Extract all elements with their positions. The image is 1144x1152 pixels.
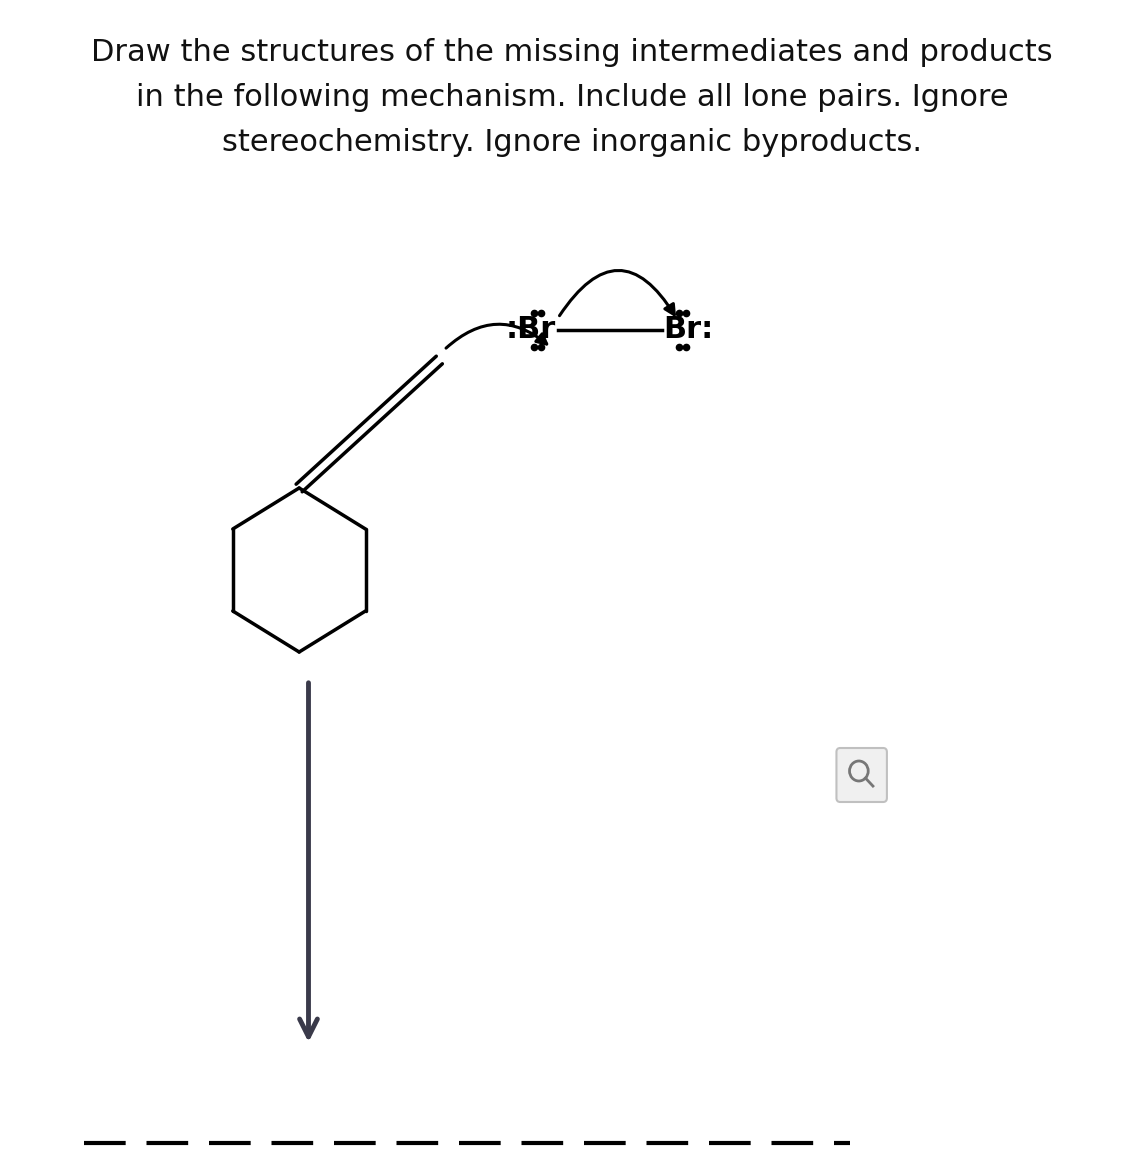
FancyArrowPatch shape bbox=[559, 271, 674, 316]
Text: :Br: :Br bbox=[506, 316, 556, 344]
Text: stereochemistry. Ignore inorganic byproducts.: stereochemistry. Ignore inorganic byprod… bbox=[222, 128, 922, 157]
Text: Br:: Br: bbox=[664, 316, 714, 344]
FancyBboxPatch shape bbox=[836, 748, 887, 802]
FancyArrowPatch shape bbox=[446, 324, 547, 348]
Text: in the following mechanism. Include all lone pairs. Ignore: in the following mechanism. Include all … bbox=[136, 83, 1008, 112]
Text: Draw the structures of the missing intermediates and products: Draw the structures of the missing inter… bbox=[92, 38, 1052, 67]
